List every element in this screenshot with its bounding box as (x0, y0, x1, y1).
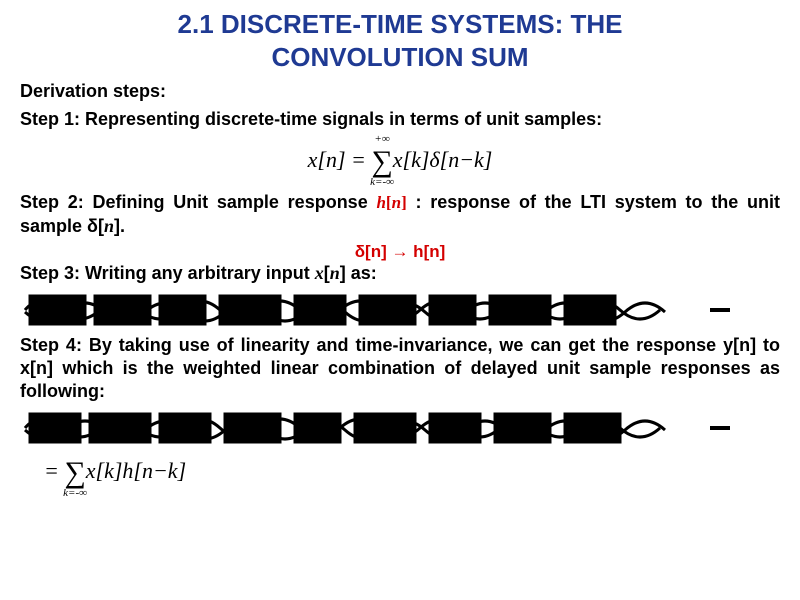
title-line-1: 2.1 DISCRETE-TIME SYSTEMS: THE (178, 9, 623, 39)
eq1-lhs: x[n] = (308, 147, 372, 172)
response-line: δ[n] → h[n] (20, 242, 780, 262)
step3-a: Step 3: Writing any arbitrary input (20, 263, 315, 283)
sigma-icon: ∑k=-∞ (64, 458, 85, 488)
subtitle: Derivation steps: (20, 81, 780, 102)
eq1-rhs: x[k]δ[n−k] (393, 147, 493, 172)
title-line-2: CONVOLUTION SUM (271, 42, 528, 72)
eq2-rhs: x[k]h[n−k] (86, 458, 186, 483)
sigma-icon: ∑+∞k=-∞ (371, 147, 392, 177)
scribble-block-1 (20, 290, 740, 330)
step2-hn: h[n] (376, 193, 406, 212)
eq1-sup: +∞ (374, 134, 389, 145)
step-1: Step 1: Representing discrete-time signa… (20, 108, 780, 131)
slide-title: 2.1 DISCRETE-TIME SYSTEMS: THE CONVOLUTI… (20, 8, 780, 73)
step2-c: ]. (114, 216, 125, 236)
response: δ[n] → h[n] (355, 242, 446, 261)
step-3: Step 3: Writing any arbitrary input x[n]… (20, 262, 780, 285)
equation-2: = ∑k=-∞x[k]h[n−k] (44, 450, 780, 496)
step3-n: n (330, 263, 340, 283)
eq1-sub: k=-∞ (370, 177, 394, 188)
step2-n: n (104, 216, 114, 236)
equation-1: x[n] = ∑+∞k=-∞x[k]δ[n−k] (20, 135, 780, 187)
step3-xn: x (315, 263, 324, 283)
scribble-block-2 (20, 408, 740, 448)
step-4: Step 4: By taking use of linearity and t… (20, 334, 780, 404)
eq2-sub: k=-∞ (63, 488, 87, 499)
step2-a: Step 2: Defining Unit sample response (20, 192, 376, 212)
eq2-prefix: = (44, 458, 64, 483)
step-2: Step 2: Defining Unit sample response h[… (20, 191, 780, 238)
step3-c: ] as: (340, 263, 377, 283)
